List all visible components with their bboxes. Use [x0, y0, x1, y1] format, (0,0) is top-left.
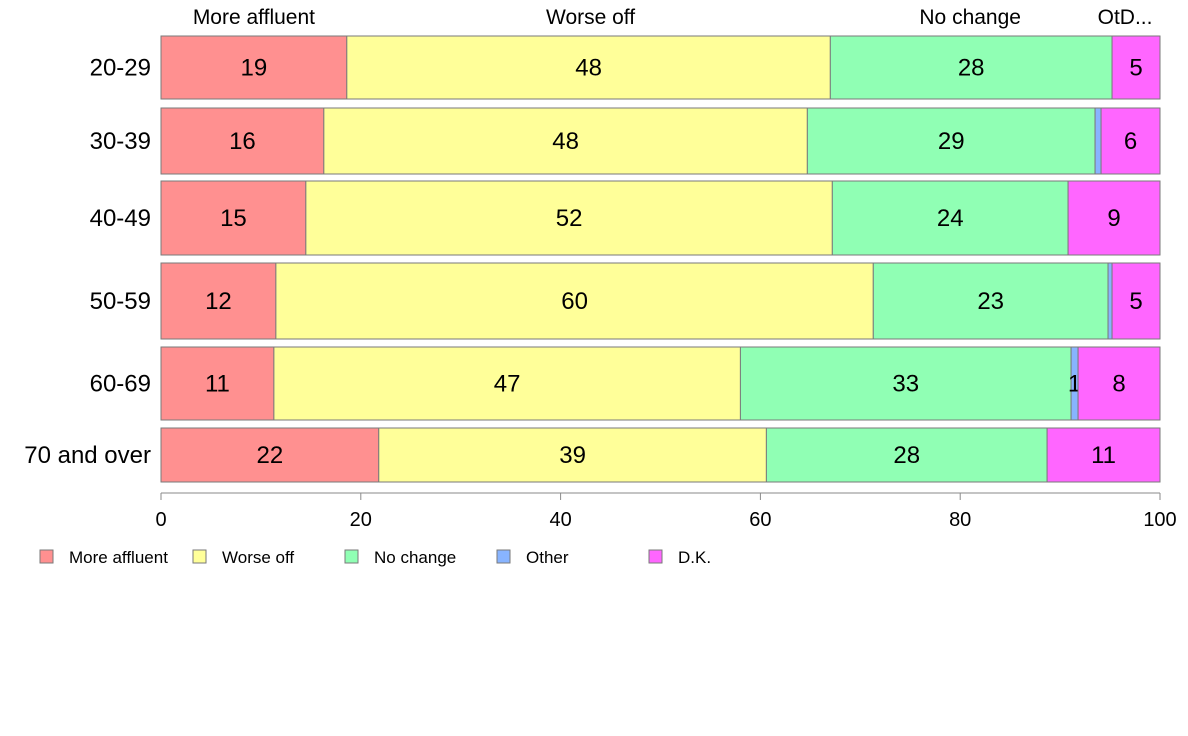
- x-tick-label: 0: [155, 509, 166, 531]
- bar-segment: [739, 346, 1072, 421]
- category-label: 40-49: [90, 205, 151, 232]
- bar-segment: [1111, 262, 1161, 340]
- data-label: 33: [892, 371, 919, 398]
- bar-segment: [1107, 262, 1113, 340]
- legend-label: Other: [526, 548, 569, 567]
- legend-swatch: [648, 549, 663, 564]
- top-label: More affluent: [193, 6, 315, 29]
- data-label: 28: [893, 442, 920, 469]
- data-label: 29: [938, 128, 965, 155]
- data-label: 8: [1112, 371, 1125, 398]
- category-label: 50-59: [90, 288, 151, 315]
- category-label: 60-69: [90, 371, 151, 398]
- top-labels: More affluent Worse off No change OtD...: [193, 6, 1153, 29]
- top-label: Worse off: [546, 6, 635, 29]
- data-label: 22: [257, 442, 284, 469]
- data-label: 11: [1091, 442, 1116, 469]
- bar-segment: [872, 262, 1109, 340]
- bar-segment: [806, 107, 1096, 175]
- data-label: 28: [958, 55, 985, 82]
- bar-segment: [160, 107, 325, 175]
- bar-segment: [1046, 427, 1161, 483]
- bar-segment: [1111, 35, 1161, 100]
- data-label: 47: [494, 371, 521, 398]
- data-label: 48: [552, 128, 579, 155]
- top-label: OtD...: [1098, 6, 1153, 29]
- data-label: 6: [1124, 128, 1137, 155]
- top-label: No change: [919, 6, 1021, 29]
- data-label: 19: [241, 55, 268, 82]
- bar-segment: [1100, 107, 1161, 175]
- x-tick-label: 20: [350, 509, 372, 531]
- bar-segment: [346, 35, 831, 100]
- bar-segment: [160, 262, 277, 340]
- data-label: 48: [575, 55, 602, 82]
- data-label: 23: [977, 288, 1004, 315]
- x-tick-label: 40: [549, 509, 571, 531]
- bar-segment: [160, 346, 275, 421]
- legend-label: More affluent: [69, 548, 168, 567]
- bar-segment: [765, 427, 1048, 483]
- data-label: 16: [229, 128, 256, 155]
- bar-segment: [160, 35, 348, 100]
- data-label: 9: [1107, 205, 1120, 232]
- data-label: 15: [220, 205, 247, 232]
- bar-segment: [1094, 107, 1102, 175]
- bar-segment: [378, 427, 767, 483]
- legend-label: No change: [374, 548, 456, 567]
- x-tick-label: 100: [1143, 509, 1176, 531]
- x-axis: 0 20 40 60 80 100: [155, 492, 1177, 531]
- data-label: 5: [1129, 288, 1142, 315]
- data-label: 52: [556, 205, 583, 232]
- bar-segment: [1067, 180, 1161, 256]
- legend-swatch: [344, 549, 359, 564]
- category-labels: 20-29 30-39 40-49 50-59 60-69 70 and over: [24, 55, 151, 470]
- legend-swatch: [39, 549, 54, 564]
- legend: More affluent Worse off No change Other D.K.: [39, 548, 711, 567]
- bar-segment: [160, 180, 307, 256]
- category-label: 70 and over: [24, 442, 151, 469]
- x-tick-label: 60: [749, 509, 771, 531]
- bar-segment: [323, 107, 808, 175]
- data-label: 24: [937, 205, 964, 232]
- bar-segment: [305, 180, 833, 256]
- bars: 19 48 28 516 48 29 615 52 24 912 60 23 511 47 33 1 822 39…: [160, 35, 1161, 483]
- x-tick-label: 80: [949, 509, 971, 531]
- category-label: 30-39: [90, 128, 151, 155]
- bar-segment: [1077, 346, 1161, 421]
- legend-label: Worse off: [222, 548, 294, 567]
- bar-segment: [273, 346, 741, 421]
- data-label: 12: [205, 288, 232, 315]
- bar-segment: [829, 35, 1113, 100]
- legend-swatch: [496, 549, 511, 564]
- data-label: 5: [1129, 55, 1142, 82]
- bar-segment: [275, 262, 874, 340]
- data-label: 11: [205, 371, 230, 398]
- data-label: 60: [561, 288, 588, 315]
- category-label: 20-29: [90, 55, 151, 82]
- legend-label: D.K.: [678, 548, 711, 567]
- data-label: 39: [559, 442, 586, 469]
- legend-swatch: [192, 549, 207, 564]
